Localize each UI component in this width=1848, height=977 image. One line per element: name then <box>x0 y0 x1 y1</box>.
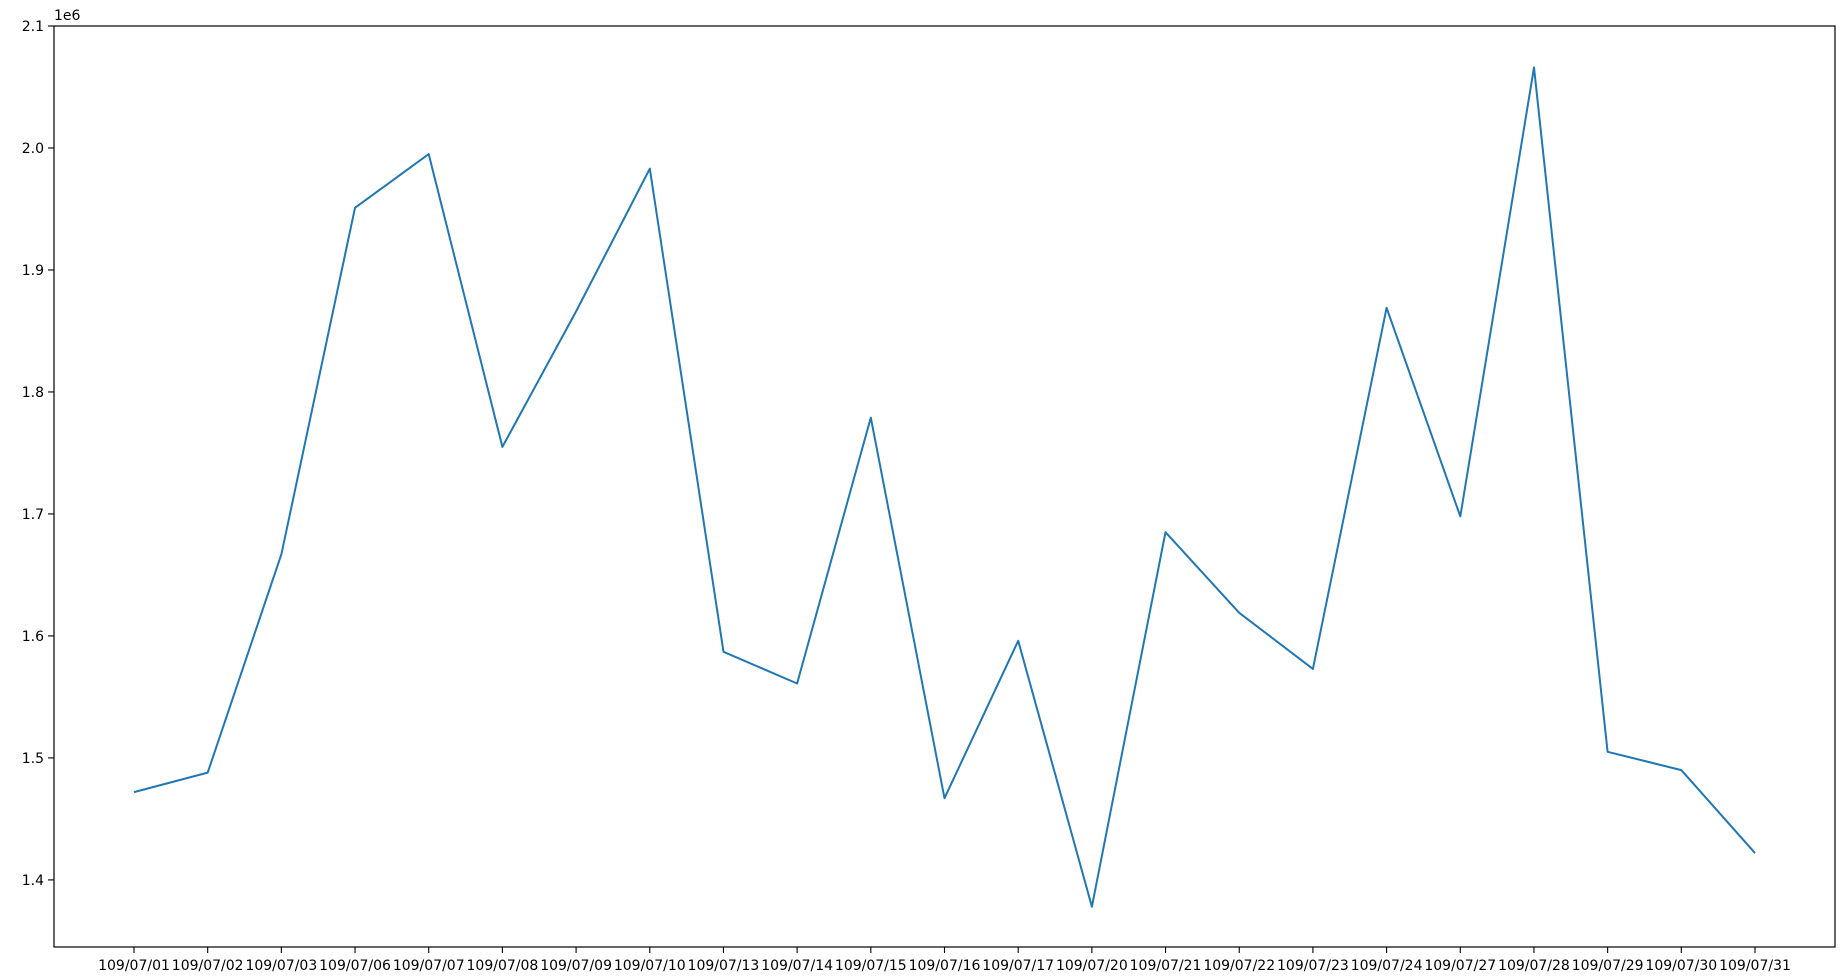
y-tick-label: 1.7 <box>22 507 44 523</box>
series-layer <box>133 66 1756 908</box>
x-tick-label: 109/07/03 <box>245 958 317 974</box>
y-axis: 1.4 1.5 1.6 1.7 1.8 1.9 2.0 2.1 <box>22 19 54 889</box>
x-tick-label: 109/07/08 <box>467 958 539 974</box>
y-tick-label: 2.1 <box>22 19 44 35</box>
x-tick-label: 109/07/27 <box>1424 958 1496 974</box>
y-tick-label: 2.0 <box>22 141 44 157</box>
y-tick-label: 1.5 <box>22 751 44 767</box>
y-axis-offset-label: 1e6 <box>54 8 81 24</box>
series-line-0 <box>133 66 1756 908</box>
x-tick-label: 109/07/24 <box>1351 958 1423 974</box>
x-tick-label: 109/07/20 <box>1056 958 1128 974</box>
y-tick-label: 1.9 <box>22 263 44 279</box>
x-tick-label: 109/07/30 <box>1645 958 1717 974</box>
y-tick-label: 1.4 <box>22 873 44 889</box>
x-tick-label: 109/07/29 <box>1572 958 1644 974</box>
x-axis: 109/07/01 109/07/02 109/07/03 109/07/06 109/… <box>98 947 1791 974</box>
x-tick-label: 109/07/17 <box>982 958 1054 974</box>
x-tick-label: 109/07/23 <box>1277 958 1349 974</box>
x-tick-label: 109/07/09 <box>540 958 612 974</box>
x-tick-label: 109/07/02 <box>172 958 244 974</box>
x-tick-label: 109/07/07 <box>393 958 465 974</box>
plot-area <box>53 25 1836 948</box>
x-tick-label: 109/07/06 <box>319 958 391 974</box>
y-tick-label: 1.6 <box>22 629 44 645</box>
x-tick-label: 109/07/28 <box>1498 958 1570 974</box>
x-tick-label: 109/07/14 <box>761 958 833 974</box>
x-tick-label: 109/07/16 <box>909 958 981 974</box>
x-tick-label: 109/07/01 <box>98 958 170 974</box>
x-tick-label: 109/07/21 <box>1130 958 1202 974</box>
x-tick-label: 109/07/15 <box>835 958 907 974</box>
x-tick-label: 109/07/13 <box>688 958 760 974</box>
x-tick-label: 109/07/22 <box>1203 958 1275 974</box>
y-tick-label: 1.8 <box>22 385 44 401</box>
x-tick-label: 109/07/31 <box>1719 958 1791 974</box>
x-tick-label: 109/07/10 <box>614 958 686 974</box>
